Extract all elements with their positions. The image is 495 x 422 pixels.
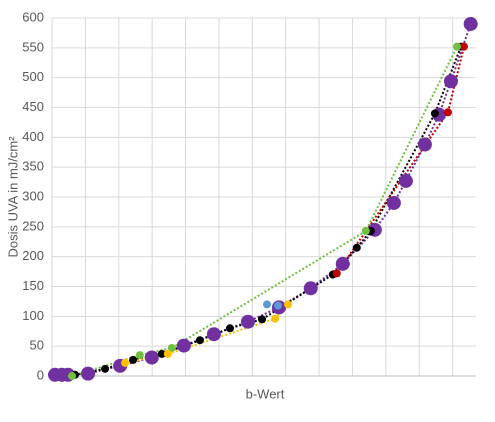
- y-tick-label: 250: [22, 218, 44, 233]
- y-tick-label: 200: [22, 248, 44, 263]
- point: [386, 195, 401, 210]
- y-axis-label: Dosis UVA in mJ/cm²: [5, 136, 20, 258]
- point: [284, 300, 293, 309]
- y-tick-label: 150: [22, 278, 44, 293]
- point: [121, 358, 130, 367]
- y-tick-label: 50: [30, 338, 44, 353]
- point: [240, 314, 255, 329]
- point: [157, 349, 166, 358]
- point: [101, 364, 110, 373]
- point: [144, 350, 159, 365]
- point: [163, 349, 172, 358]
- y-tick-label: 550: [22, 39, 44, 54]
- point: [443, 108, 452, 117]
- point: [398, 173, 413, 188]
- point: [195, 336, 204, 345]
- y-tick-label: 300: [22, 188, 44, 203]
- y-tick-label: 400: [22, 129, 44, 144]
- point: [452, 42, 461, 51]
- y-tick-label: 450: [22, 99, 44, 114]
- y-tick-label: 0: [37, 367, 44, 382]
- point: [225, 324, 234, 333]
- point: [135, 351, 144, 360]
- point: [68, 372, 77, 380]
- trendline: [74, 46, 462, 376]
- point: [271, 314, 280, 323]
- point: [263, 300, 272, 309]
- x-axis-label: b-Wert: [246, 386, 285, 401]
- y-tick-label: 100: [22, 308, 44, 323]
- point: [352, 243, 361, 252]
- point: [417, 137, 432, 152]
- point: [335, 256, 350, 271]
- y-tick-label: 350: [22, 159, 44, 174]
- point: [361, 227, 370, 236]
- point: [81, 366, 96, 381]
- point: [430, 109, 439, 118]
- point: [176, 338, 191, 353]
- y-tick-label: 600: [22, 9, 44, 24]
- point: [443, 74, 458, 89]
- trendline: [71, 46, 458, 377]
- y-tick-label: 500: [22, 69, 44, 84]
- point: [332, 269, 341, 278]
- point: [274, 301, 283, 310]
- point: [463, 16, 478, 31]
- point: [303, 281, 318, 296]
- trendline: [335, 46, 465, 274]
- point: [257, 315, 266, 324]
- point: [459, 42, 468, 51]
- point: [206, 327, 221, 342]
- point: [129, 355, 138, 364]
- point: [167, 343, 176, 352]
